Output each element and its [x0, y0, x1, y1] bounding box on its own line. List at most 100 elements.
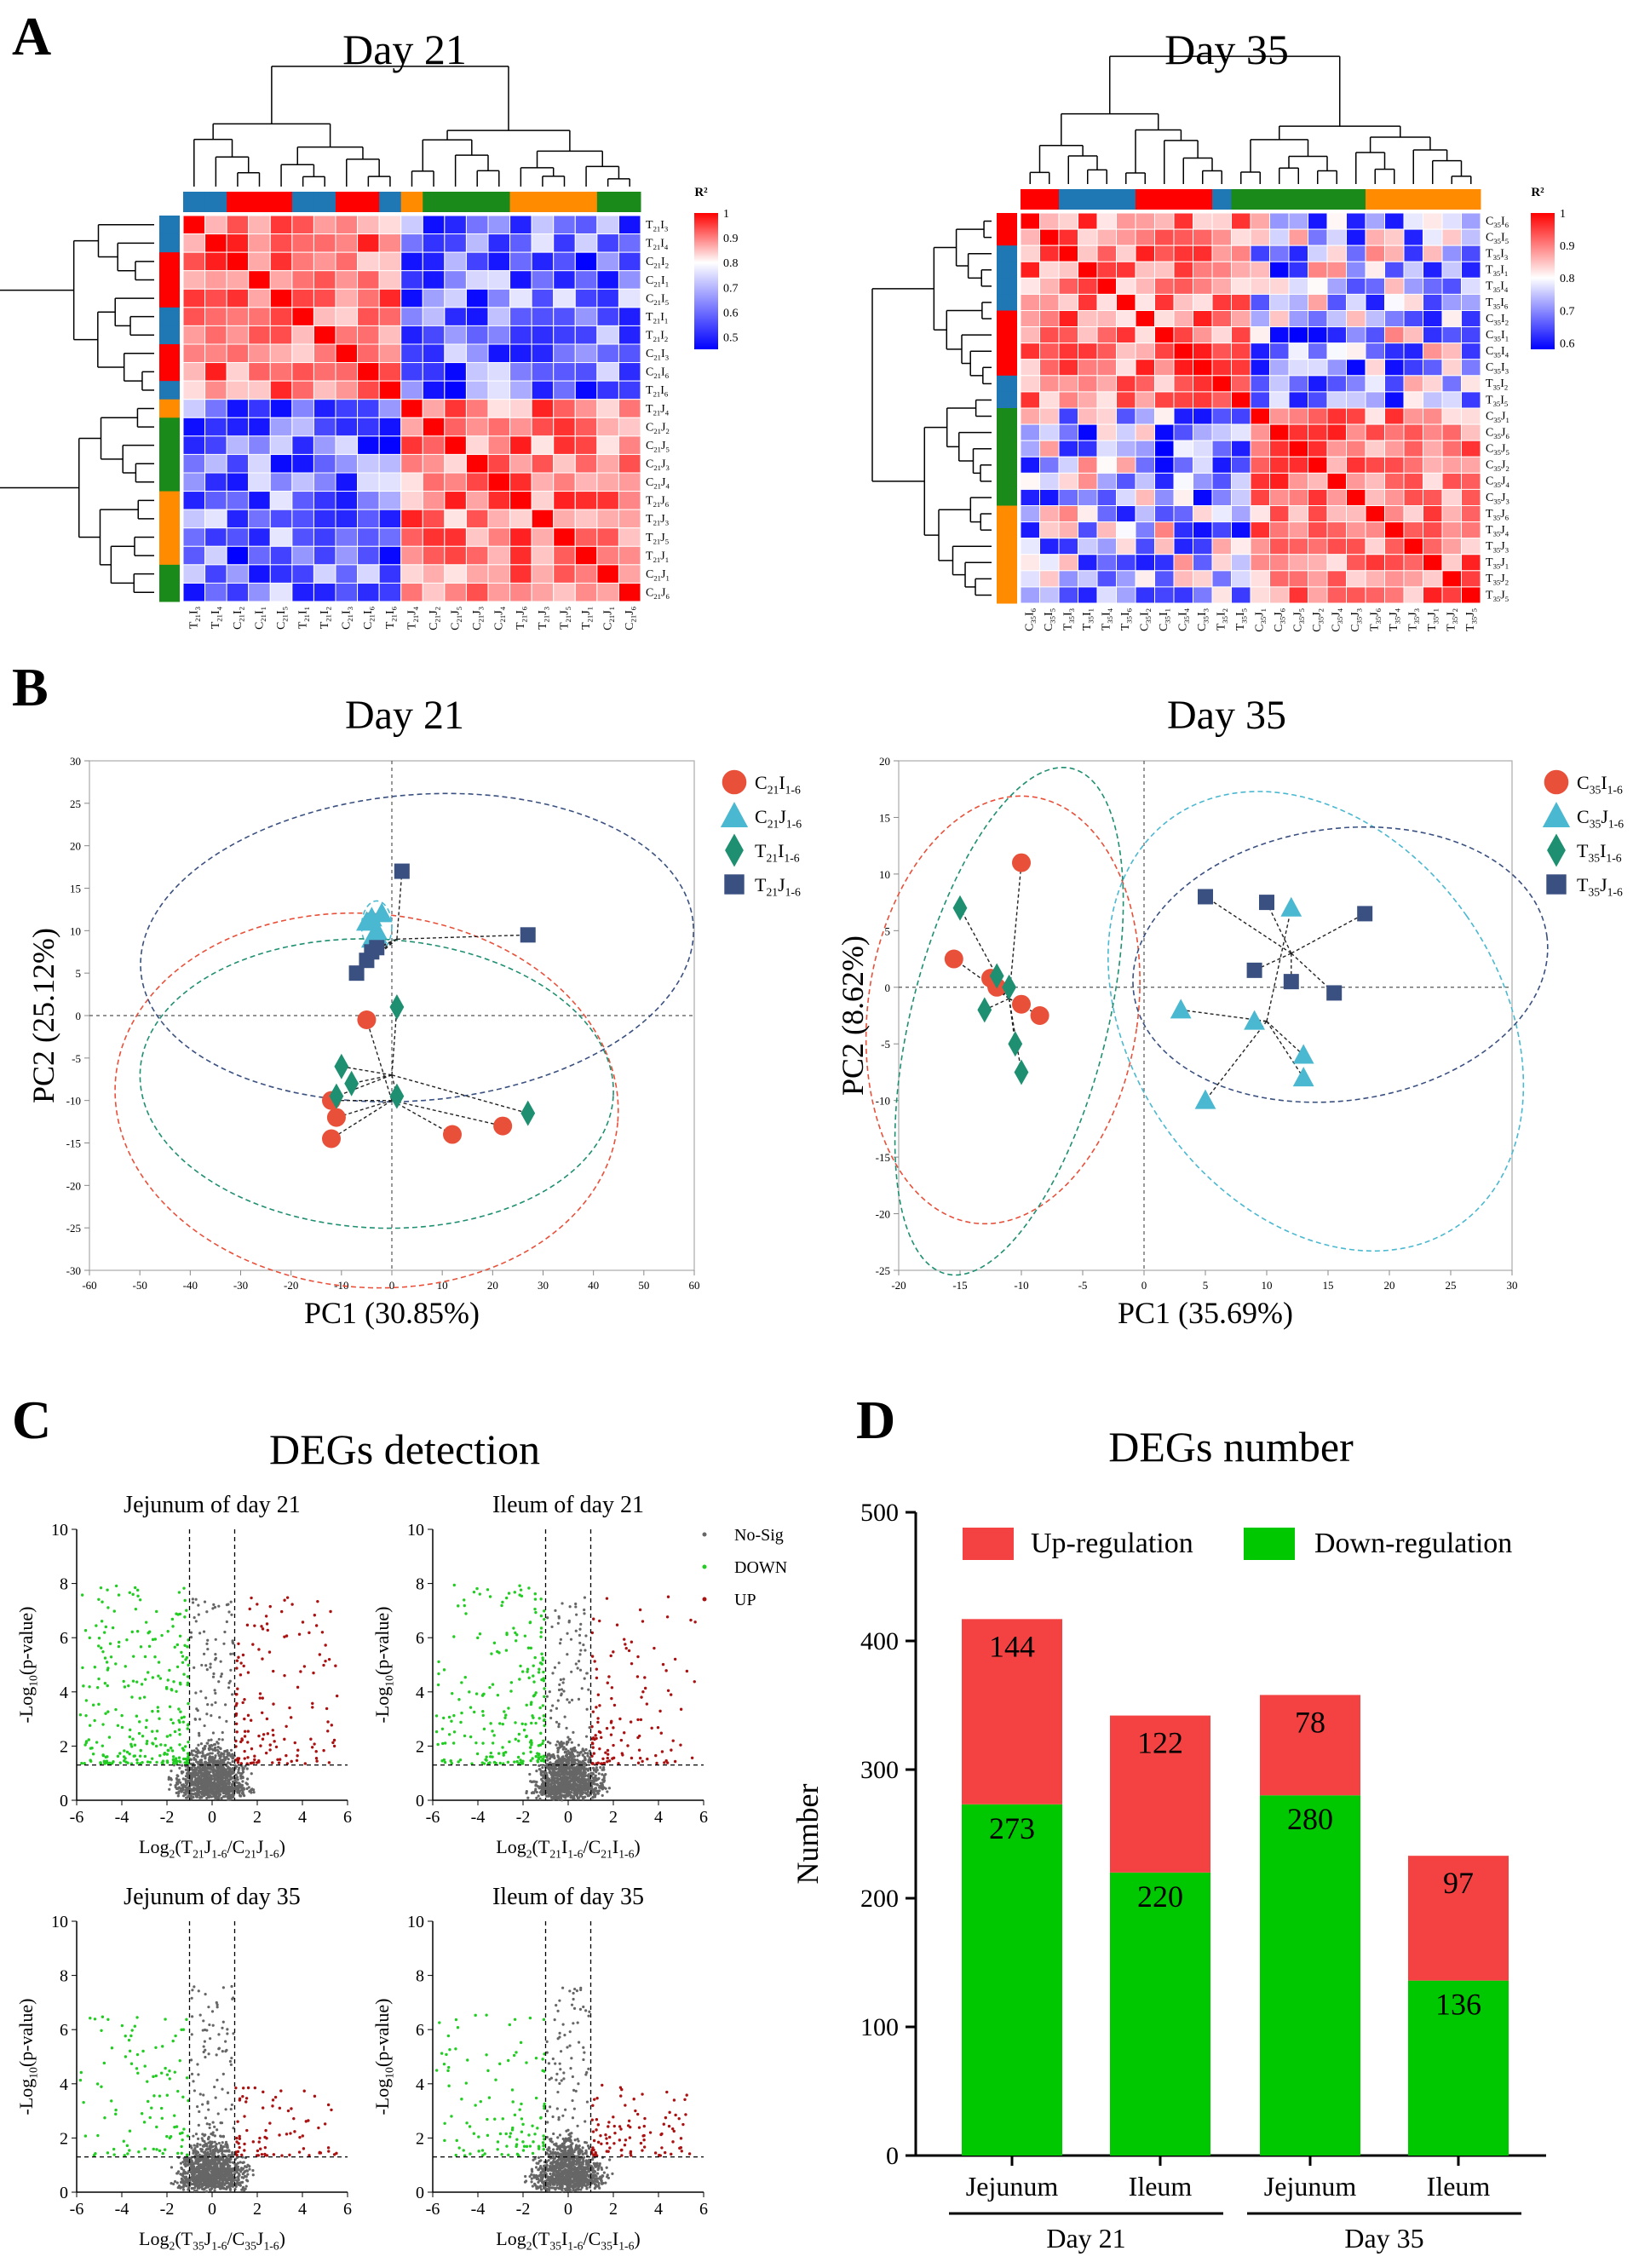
volcano-point-down	[84, 1699, 89, 1702]
row-group-bar	[159, 252, 180, 272]
volcano-point-nosig	[211, 1774, 216, 1778]
volcano-point-nosig	[210, 1703, 214, 1707]
volcano-point-nosig	[568, 1786, 572, 1789]
volcano-point-down	[460, 1711, 463, 1715]
heatmap-cell	[335, 233, 359, 253]
heatmap-cell	[248, 251, 271, 272]
row-label-part: 35	[1493, 595, 1501, 603]
heatmap-cell	[226, 215, 250, 235]
volcano-point-nosig	[549, 1790, 552, 1793]
volcano-point-down	[181, 1747, 185, 1750]
volcano-point-nosig	[217, 1680, 221, 1684]
row-label-part: 21	[653, 427, 661, 435]
heatmap-cell	[1078, 521, 1098, 539]
volcano-point-down	[177, 1591, 181, 1594]
marker-triangle	[1280, 896, 1302, 917]
volcano-point-nosig	[241, 1770, 245, 1774]
volcano-point-nosig	[594, 1774, 597, 1777]
col-group-bar	[1136, 189, 1155, 210]
volcano-point-up	[253, 1624, 256, 1627]
volcano-point-down	[88, 1685, 91, 1689]
row-label-part: C	[646, 274, 653, 287]
row-group-bar	[159, 473, 180, 492]
volcano-point-nosig	[196, 1709, 199, 1713]
pca-legend-label-part: 21	[766, 852, 778, 865]
volcano-point-down	[178, 1612, 182, 1616]
heatmap-cell	[596, 233, 619, 253]
heatmap-cell	[1020, 538, 1040, 555]
marker-triangle	[1170, 999, 1192, 1019]
volcano-point-nosig	[538, 1768, 542, 1771]
heatmap-cell	[1020, 391, 1040, 409]
volcano-point-nosig	[231, 1754, 234, 1759]
heatmap-cell	[487, 509, 511, 529]
heatmap-cell	[313, 509, 336, 529]
volcano-point-nosig	[227, 1610, 231, 1614]
volcano-point-nosig	[584, 1785, 588, 1788]
volcano-point-nosig	[210, 1744, 214, 1747]
volcano-point-nosig	[569, 1638, 573, 1641]
pca-ytick-label: 10	[879, 868, 890, 881]
col-label-part: 35	[1202, 616, 1210, 624]
col-label-part: 35	[1221, 616, 1229, 624]
col-group-bar	[553, 192, 576, 212]
heatmap-cell	[1269, 359, 1290, 377]
heatmap-cell	[1058, 456, 1078, 474]
volcano-point-nosig	[181, 1770, 185, 1774]
heatmap-cell	[1096, 440, 1117, 458]
heatmap-cell	[1078, 488, 1098, 507]
col-label-part: 5	[1240, 608, 1249, 612]
heatmap-cell	[1250, 538, 1270, 555]
heatmap-cell	[487, 343, 511, 364]
heatmap-cell	[1173, 326, 1193, 344]
col-label-part: I	[319, 610, 331, 614]
heatmap-cell	[1423, 245, 1443, 262]
row-label-part: C	[1486, 345, 1493, 358]
heatmap-cell	[1020, 277, 1040, 295]
heatmap-cell	[1135, 407, 1155, 425]
volcano-subplot: Jejunum of day 21-6 -4 -2 0 2 4 60246810Log2(T…	[15, 1492, 352, 1861]
row-label: T21I6	[646, 384, 669, 399]
heatmap-cell	[1193, 212, 1213, 230]
heatmap-cell	[422, 545, 446, 566]
volcano-point-nosig	[550, 1776, 554, 1780]
volcano-point-up	[264, 1751, 268, 1755]
volcano-point-down	[172, 1762, 175, 1765]
heatmap-cell	[204, 307, 227, 326]
pca-legend-label-part: T	[1577, 840, 1589, 861]
heatmap-cell	[378, 491, 402, 510]
heatmap-cell	[1441, 488, 1462, 507]
pca-ytick-label: -15	[876, 1151, 890, 1164]
col-label: T35J6	[1369, 607, 1383, 631]
volcano-point-up	[283, 1598, 286, 1602]
volcano-point-up	[285, 1596, 290, 1599]
heatmap-cell	[378, 453, 402, 474]
volcano-point-nosig	[579, 1793, 583, 1796]
row-label-part: I	[1501, 231, 1505, 244]
col-label-part: C	[471, 622, 484, 630]
row-group-bar	[997, 554, 1017, 572]
heatmap-cell	[531, 399, 555, 418]
heatmap-cell	[313, 251, 336, 272]
color-legend-tick: 0.6	[1560, 337, 1575, 350]
volcano-point-down	[138, 1720, 141, 1724]
volcano-point-nosig	[578, 1751, 582, 1754]
row-label: T21I1	[646, 311, 668, 325]
pca-xtick-label: 10	[1262, 1279, 1273, 1292]
col-label-part: T	[1369, 624, 1382, 631]
heatmap-cell	[182, 343, 206, 364]
volcano-point-nosig	[198, 1759, 202, 1762]
volcano-point-nosig	[192, 1772, 195, 1776]
col-label-part: 35	[1297, 617, 1306, 625]
volcano-point-nosig	[585, 1792, 589, 1795]
volcano-point-nosig	[553, 1797, 556, 1800]
pca-ytick-label: -25	[876, 1264, 890, 1277]
volcano-point-down	[106, 1666, 110, 1670]
volcano-point-nosig	[184, 1779, 188, 1783]
pca-xtick-label: -20	[284, 1279, 298, 1292]
volcano-ytick-label: 6	[60, 1629, 68, 1648]
heatmap-cell	[291, 343, 314, 364]
heatmap-cell	[291, 527, 314, 547]
volcano-point-up	[296, 1685, 300, 1689]
volcano-point-down	[168, 1668, 171, 1672]
